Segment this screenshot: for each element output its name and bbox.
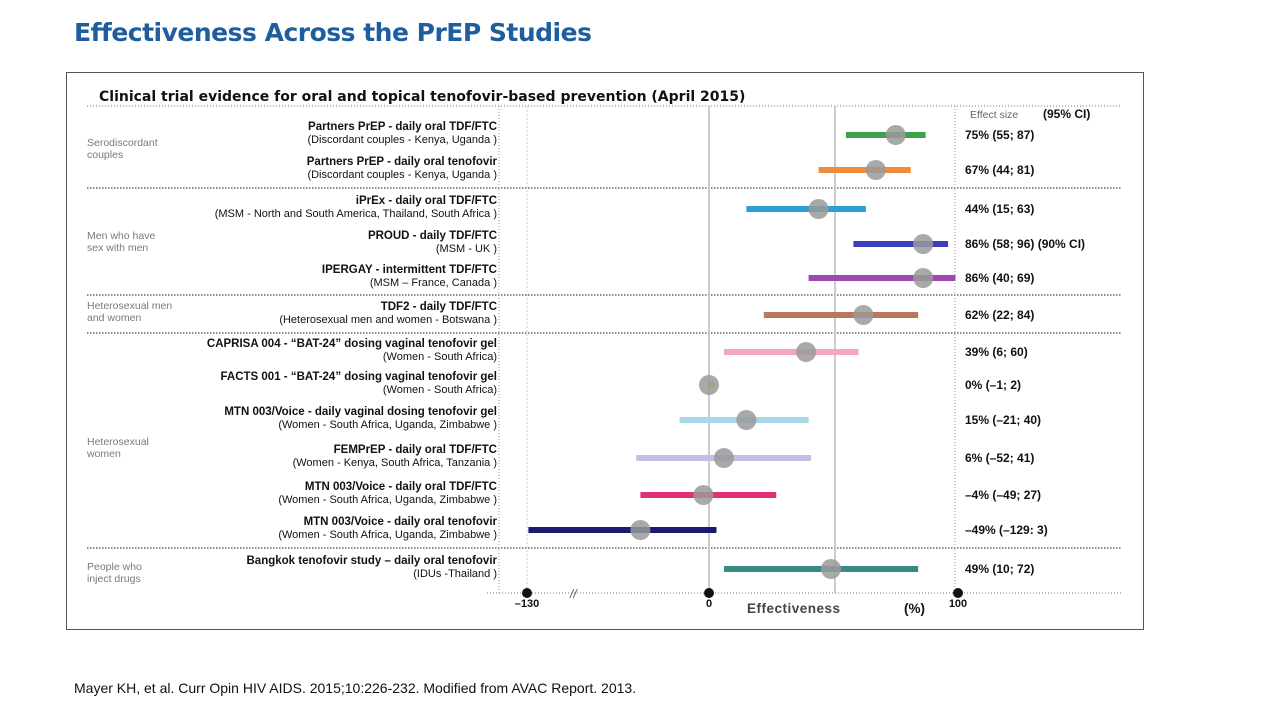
x-tick-dot xyxy=(522,588,532,598)
study-population: (Women - South Africa) xyxy=(383,351,497,363)
study-population: (Women - South Africa, Uganda, Zimbabwe … xyxy=(278,529,497,541)
study-name: TDF2 - daily TDF/FTC xyxy=(381,301,497,313)
study-population: (Women - South Africa, Uganda, Zimbabwe … xyxy=(278,419,497,431)
group-label-3: women xyxy=(86,448,121,460)
study-population: (MSM – France, Canada ) xyxy=(370,277,497,289)
group-label-0: Serodiscordant xyxy=(87,137,158,149)
group-label-3: Heterosexual xyxy=(87,436,149,448)
point-estimate xyxy=(630,520,651,540)
chart-title: Clinical trial evidence for oral and top… xyxy=(99,89,745,105)
point-estimate xyxy=(699,375,719,395)
effect-size-label: 15% (–21; 40) xyxy=(965,413,1041,427)
point-estimate xyxy=(808,199,829,219)
study-name: iPrEx - daily oral TDF/FTC xyxy=(356,195,497,207)
ci-bar xyxy=(528,527,717,533)
study-name: Partners PrEP - daily oral TDF/FTC xyxy=(308,121,497,133)
study-name: FEMPrEP - daily oral TDF/FTC xyxy=(334,444,497,456)
point-estimate xyxy=(736,410,757,430)
study-population: (Discordant couples - Kenya, Uganda ) xyxy=(307,169,497,181)
group-label-2: and women xyxy=(87,312,141,324)
study-population: (Women - Kenya, South Africa, Tanzania ) xyxy=(293,457,497,469)
effect-size-label: 86% (58; 96) (90% CI) xyxy=(965,237,1085,251)
ci-bar xyxy=(818,167,911,173)
study-name: MTN 003/Voice - daily oral tenofovir xyxy=(304,516,498,528)
x-tick-dot xyxy=(953,588,963,598)
effect-size-label: 75% (55; 87) xyxy=(965,128,1034,142)
effect-size-label: 39% (6; 60) xyxy=(965,345,1028,359)
effect-size-label: 67% (44; 81) xyxy=(965,163,1034,177)
study-name: MTN 003/Voice - daily oral TDF/FTC xyxy=(305,481,497,493)
group-label-1: Men who have xyxy=(87,230,155,242)
study-name: CAPRISA 004 - “BAT-24” dosing vaginal te… xyxy=(207,338,497,350)
ci-bar xyxy=(763,312,919,318)
x-tick-label: 0 xyxy=(706,598,712,610)
point-estimate xyxy=(853,305,874,325)
x-tick-dot xyxy=(704,588,714,598)
study-name: MTN 003/Voice - daily vaginal dosing ten… xyxy=(224,406,497,418)
group-label-4: People who xyxy=(87,561,142,573)
group-label-1: sex with men xyxy=(87,242,148,254)
axis-break-mark: // xyxy=(569,587,578,601)
forest-plot: Clinical trial evidence for oral and top… xyxy=(86,89,1122,616)
effect-size-label: –4% (–49; 27) xyxy=(965,488,1041,502)
group-label-4: inject drugs xyxy=(87,573,141,585)
citation: Mayer KH, et al. Curr Opin HIV AIDS. 201… xyxy=(74,680,637,696)
ci-bar xyxy=(808,275,956,281)
effect-size-label: 6% (–52; 41) xyxy=(965,451,1034,465)
study-name: Partners PrEP - daily oral tenofovir xyxy=(307,156,498,168)
study-population: (MSM - UK ) xyxy=(436,243,497,255)
point-estimate xyxy=(865,160,886,180)
study-population: (Women - South Africa) xyxy=(383,384,497,396)
point-estimate xyxy=(885,125,906,145)
point-estimate xyxy=(913,234,934,254)
point-estimate xyxy=(913,268,934,288)
study-name: IPERGAY - intermittent TDF/FTC xyxy=(322,264,497,276)
x-axis-label: Effectiveness xyxy=(747,601,841,616)
effect-size-label: 62% (22; 84) xyxy=(965,308,1034,322)
study-name: Bangkok tenofovir study – daily oral ten… xyxy=(247,555,498,567)
point-estimate xyxy=(821,559,842,579)
x-tick-label: 100 xyxy=(949,598,967,610)
group-label-0: couples xyxy=(87,149,123,161)
effect-size-label: 49% (10; 72) xyxy=(965,562,1034,576)
x-tick-label: –130 xyxy=(515,598,539,610)
study-population: (IDUs -Thailand ) xyxy=(413,568,497,580)
group-label-2: Heterosexual men xyxy=(87,300,172,312)
effect-header-ci: (95% CI) xyxy=(1043,107,1090,121)
effect-size-label: 86% (40; 69) xyxy=(965,271,1034,285)
point-estimate xyxy=(713,448,734,468)
point-estimate xyxy=(693,485,714,505)
effect-header-prefix: Effect size xyxy=(970,109,1018,121)
x-axis-unit: (%) xyxy=(904,601,925,616)
study-population: (Discordant couples - Kenya, Uganda ) xyxy=(307,134,497,146)
effect-size-label: 44% (15; 63) xyxy=(965,202,1034,216)
study-population: (Heterosexual men and women - Botswana ) xyxy=(279,314,497,326)
forest-plot-figure: Clinical trial evidence for oral and top… xyxy=(66,72,1144,630)
study-population: (MSM - North and South America, Thailand… xyxy=(215,208,497,220)
ci-bar xyxy=(853,241,949,247)
effect-size-label: –49% (–129: 3) xyxy=(965,523,1048,537)
ci-bar xyxy=(723,349,859,355)
study-population: (Women - South Africa, Uganda, Zimbabwe … xyxy=(278,494,497,506)
study-name: PROUD - daily TDF/FTC xyxy=(368,230,497,242)
effect-size-label: 0% (–1; 2) xyxy=(965,378,1021,392)
ci-bar xyxy=(746,206,866,212)
slide-title: Effectiveness Across the PrEP Studies xyxy=(74,18,592,47)
study-name: FACTS 001 - “BAT-24” dosing vaginal teno… xyxy=(221,371,497,383)
point-estimate xyxy=(796,342,817,362)
